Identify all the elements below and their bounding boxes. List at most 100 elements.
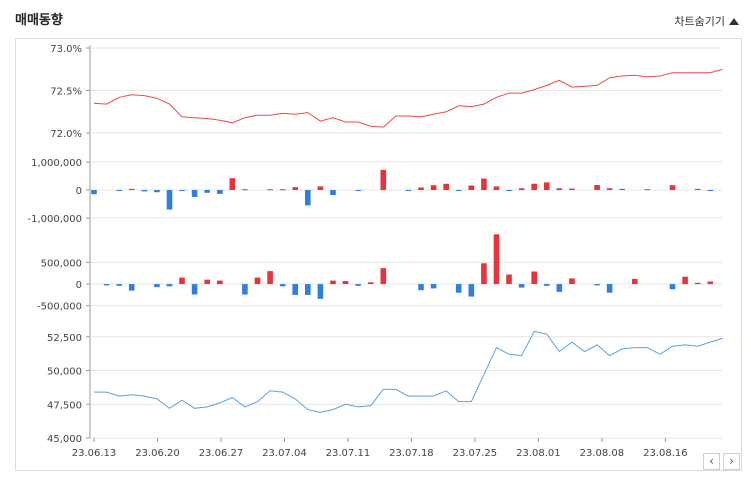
net1-bar xyxy=(707,190,714,191)
net2-bar xyxy=(103,284,110,286)
net1-bar xyxy=(544,182,550,190)
y-tick-label: 73.0% xyxy=(50,44,82,55)
net1-bar xyxy=(267,189,273,191)
y-tick-label: 0 xyxy=(76,280,82,291)
hide-chart-label: 차트숨기기 xyxy=(674,15,725,28)
net2-bar xyxy=(594,284,600,286)
net1-bar xyxy=(305,190,311,206)
x-tick-label: 23.06.27 xyxy=(199,448,244,459)
y-tick-label: 47,500 xyxy=(47,400,82,411)
net1-bar xyxy=(166,190,173,210)
net1-bar xyxy=(179,190,185,191)
net1-bar xyxy=(330,190,336,195)
net1-bar xyxy=(694,188,701,190)
net2-bar xyxy=(217,280,223,285)
net2-bar xyxy=(330,280,336,285)
net1-bar xyxy=(481,178,487,190)
net2-bar xyxy=(204,279,210,284)
net1-bar xyxy=(443,183,449,190)
net2-bar xyxy=(267,271,273,285)
y-tick-label: 72.0% xyxy=(50,129,82,140)
net2-bar xyxy=(116,284,122,286)
prev-button[interactable]: ‹ xyxy=(703,453,720,470)
net2-bar xyxy=(317,284,324,299)
x-tick-label: 23.07.11 xyxy=(326,448,371,459)
hide-chart-toggle[interactable]: 차트숨기기 xyxy=(674,13,739,29)
ratio-line xyxy=(93,68,723,128)
net1-bar xyxy=(355,190,361,191)
x-tick-label: 23.07.18 xyxy=(389,448,434,459)
net1-bar xyxy=(606,188,613,190)
net2-bar xyxy=(493,234,500,284)
y-tick-label: -500,000 xyxy=(37,302,82,313)
triangle-up-icon xyxy=(729,17,739,25)
x-tick-label: 23.07.04 xyxy=(262,448,307,459)
net1-bar xyxy=(128,188,135,190)
net2-bar xyxy=(430,284,437,289)
net1-bar xyxy=(619,188,625,190)
net1-bar xyxy=(569,188,575,190)
net1-bar xyxy=(292,187,298,190)
y-tick-label: 500,000 xyxy=(41,258,82,269)
net1-bar xyxy=(116,190,122,191)
net2-bar xyxy=(606,284,613,293)
section-title: 매매동향 xyxy=(15,13,63,28)
net1-bar xyxy=(506,190,512,191)
net2-bar xyxy=(569,278,575,284)
net1-bar xyxy=(418,187,424,190)
y-tick-label: 45,000 xyxy=(47,434,82,445)
net2-bar xyxy=(342,281,349,284)
net1-bar xyxy=(531,183,537,190)
net1-bar xyxy=(279,189,286,191)
net1-bar xyxy=(91,190,97,195)
net2-bar xyxy=(154,284,160,288)
net2-bar xyxy=(556,284,563,292)
net2-bar xyxy=(242,284,248,295)
x-tick-label: 23.08.01 xyxy=(516,448,561,459)
net1-bar xyxy=(317,186,324,190)
net2-bar xyxy=(380,268,387,285)
next-button[interactable]: › xyxy=(723,453,740,470)
net2-bar xyxy=(279,284,286,287)
net2-bar xyxy=(531,271,537,284)
net2-bar xyxy=(179,277,185,285)
chart-panel xyxy=(15,38,742,471)
net2-bar xyxy=(694,282,701,285)
net1-bar xyxy=(217,190,223,194)
net2-bar xyxy=(128,284,135,291)
net1-bar xyxy=(493,186,500,190)
net1-bar xyxy=(518,188,525,190)
net1-bar xyxy=(229,178,236,190)
net1-bar xyxy=(468,185,475,190)
net2-bar xyxy=(707,281,714,285)
net1-bar xyxy=(191,190,198,197)
net1-bar xyxy=(141,190,148,192)
net2-bar xyxy=(367,282,374,284)
net2-bar xyxy=(355,284,361,286)
x-tick-label: 23.07.25 xyxy=(453,448,498,459)
net1-bar xyxy=(405,190,412,191)
x-tick-label: 23.06.20 xyxy=(135,448,180,459)
net1-bar xyxy=(242,189,248,191)
net2-bar xyxy=(418,284,424,291)
y-tick-label: 0 xyxy=(76,186,82,197)
net1-bar xyxy=(556,188,563,190)
net1-bar xyxy=(669,185,676,190)
net2-bar xyxy=(506,274,512,284)
net2-bar xyxy=(632,278,638,285)
y-tick-label: 1,000,000 xyxy=(31,158,82,169)
net2-bar xyxy=(292,284,298,295)
net1-bar xyxy=(204,190,210,193)
net1-bar xyxy=(644,189,651,191)
net1-bar xyxy=(594,185,600,190)
net2-bar xyxy=(682,276,688,285)
net2-bar xyxy=(166,284,173,287)
net1-bar xyxy=(455,190,462,191)
net2-bar xyxy=(518,284,525,288)
net2-bar xyxy=(544,284,550,286)
y-tick-label: 52,500 xyxy=(47,333,82,344)
net2-bar xyxy=(191,284,198,295)
net2-bar xyxy=(254,277,261,285)
net2-bar xyxy=(481,263,487,285)
